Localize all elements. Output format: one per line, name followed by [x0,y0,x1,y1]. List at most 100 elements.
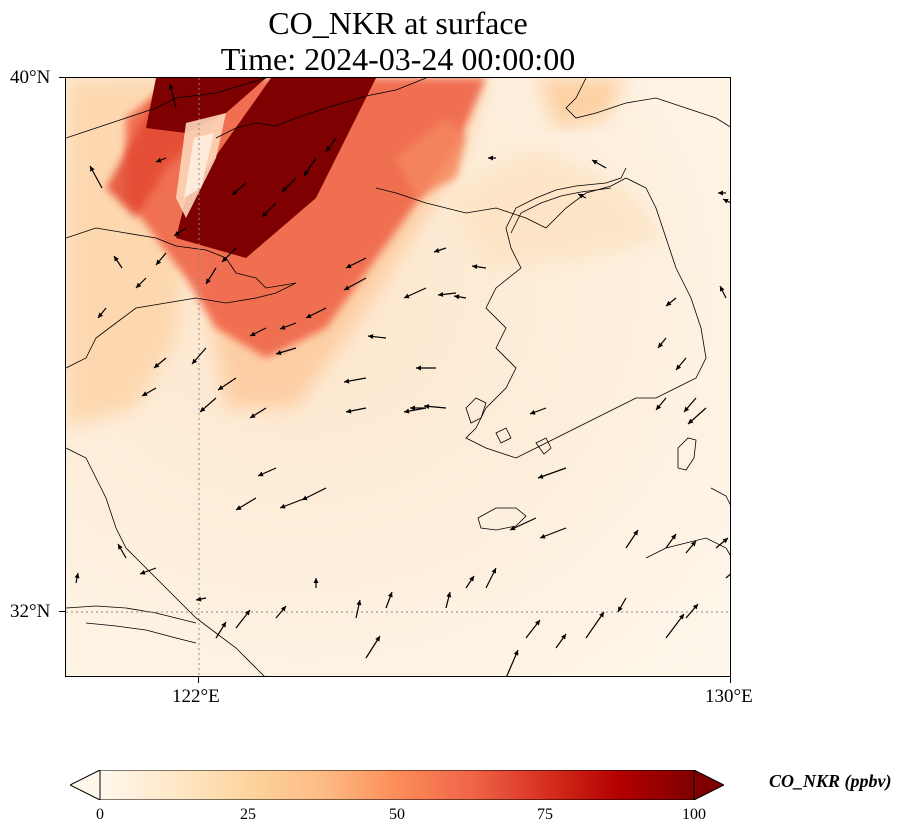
wind-arrow-head [326,146,331,152]
wind-arrow-shaft [585,611,605,639]
wind-arrow-head [280,324,286,330]
wind-arrow-head [578,194,584,199]
wind-arrow-head [344,378,350,384]
plume-core-main [176,78,376,258]
wind-arrow-head [722,538,728,544]
wind-arrow-head [236,505,242,510]
wind-arrow-head [304,170,309,176]
wind-arrow-shaft [506,649,519,676]
wind-vectors [74,83,730,676]
wind-arrow-head [438,291,444,297]
map-canvas [66,78,730,676]
coastline-islands-sw [465,397,552,455]
coastline-north-korea-east [565,78,730,128]
x-tick-mark-122e [198,677,199,683]
y-tick-mark-32n [59,611,65,612]
coastline-korea-west [465,177,707,459]
wind-arrow-head [218,385,224,390]
wind-arrow-head [472,264,478,270]
wind-arrow-head [561,634,566,640]
wind-arrow-head [658,342,664,348]
wind-arrow-head [250,413,256,418]
wind-arrow-head [692,604,698,610]
wind-arrow-head [633,530,638,536]
wind-arrow-head [690,541,696,547]
wind-arrow-head [344,285,350,290]
colorbar [70,770,724,800]
wind-arrow-head [280,606,286,612]
wind-arrow-head [221,622,226,628]
wind-arrow-head [118,544,123,550]
wind-arrow-head [446,592,452,598]
y-tick-mark-40n [59,77,65,78]
wind-arrow-head [276,350,282,355]
wind-arrow-head [530,409,536,415]
colorbar-gradient [99,770,695,800]
wind-arrow-head [206,278,211,284]
wind-arrow-head [156,157,162,163]
x-tick-mark-130e [730,677,731,683]
wind-arrow-head [136,282,142,288]
wind-arrow-head [346,263,352,268]
wind-arrow-head [258,471,264,477]
wind-arrow-head [306,313,312,318]
colorbar-extend-min [70,770,101,800]
coastline-yangtze-b [85,622,197,644]
wind-arrow-head [282,186,288,192]
wind-arrow-head [599,612,604,618]
wind-arrow-head [679,614,684,620]
wind-arrow-head [720,286,725,292]
wind-arrow-head [232,189,238,195]
wind-arrow-head [192,358,198,364]
x-tick-label-122e: 122°E [172,686,220,707]
wind-arrow-head [114,256,119,262]
coastline-kyushu [645,487,730,559]
wind-arrow-head [540,533,546,539]
wind-arrow-head [404,408,410,414]
wind-arrow-head [142,391,148,396]
map-plot-area [65,77,731,677]
wind-arrow-head [98,312,104,318]
wind-arrow-head [723,199,729,204]
colorbar-extend-max [693,770,724,800]
colorbar-tick-75: 75 [537,806,553,823]
wind-arrow-head [534,620,540,626]
wind-arrow-head [250,331,256,336]
wind-arrow-head [676,364,682,370]
wind-arrow-head [140,569,146,575]
wind-arrow-head [424,403,430,409]
wind-arrow-head [404,293,410,299]
plume-haze-east [446,148,666,268]
wind-arrow-head [280,503,286,509]
coastline-liaodong-south [375,177,627,229]
wind-arrow-head [510,525,516,531]
coastline-liaodong [215,78,427,139]
wind-arrow-head [513,650,519,656]
wind-arrow-head [90,166,95,172]
co-concentration-field [66,78,666,428]
wind-arrow-head [592,160,598,165]
wind-arrow-head [313,578,319,583]
wind-arrow-head [416,365,421,371]
wind-arrow-head [387,592,393,598]
wind-arrow-head [656,404,662,410]
wind-arrow-head [154,362,160,368]
wind-arrow-head [74,573,80,579]
wind-arrow-head [346,408,352,414]
plume-haze-ne [536,78,626,128]
plume-core-hole-inner [184,133,214,198]
wind-arrow-head [671,534,676,540]
coastline-shandong [66,227,297,369]
wind-arrow-head [356,600,362,606]
y-tick-label-32n: 32°N [10,601,51,622]
wind-arrow-head [200,406,206,412]
wind-arrow-head [491,568,496,574]
coastline-bohai-north [66,78,267,139]
wind-arrow-shaft [725,573,730,579]
wind-arrow-head [688,418,694,424]
wind-arrow-head [538,473,544,479]
wind-arrow-head [488,155,493,161]
wind-arrow-head [244,610,250,616]
wind-arrow-head [156,259,162,265]
chart-title-line2: Time: 2024-03-24 00:00:00 [220,41,576,77]
